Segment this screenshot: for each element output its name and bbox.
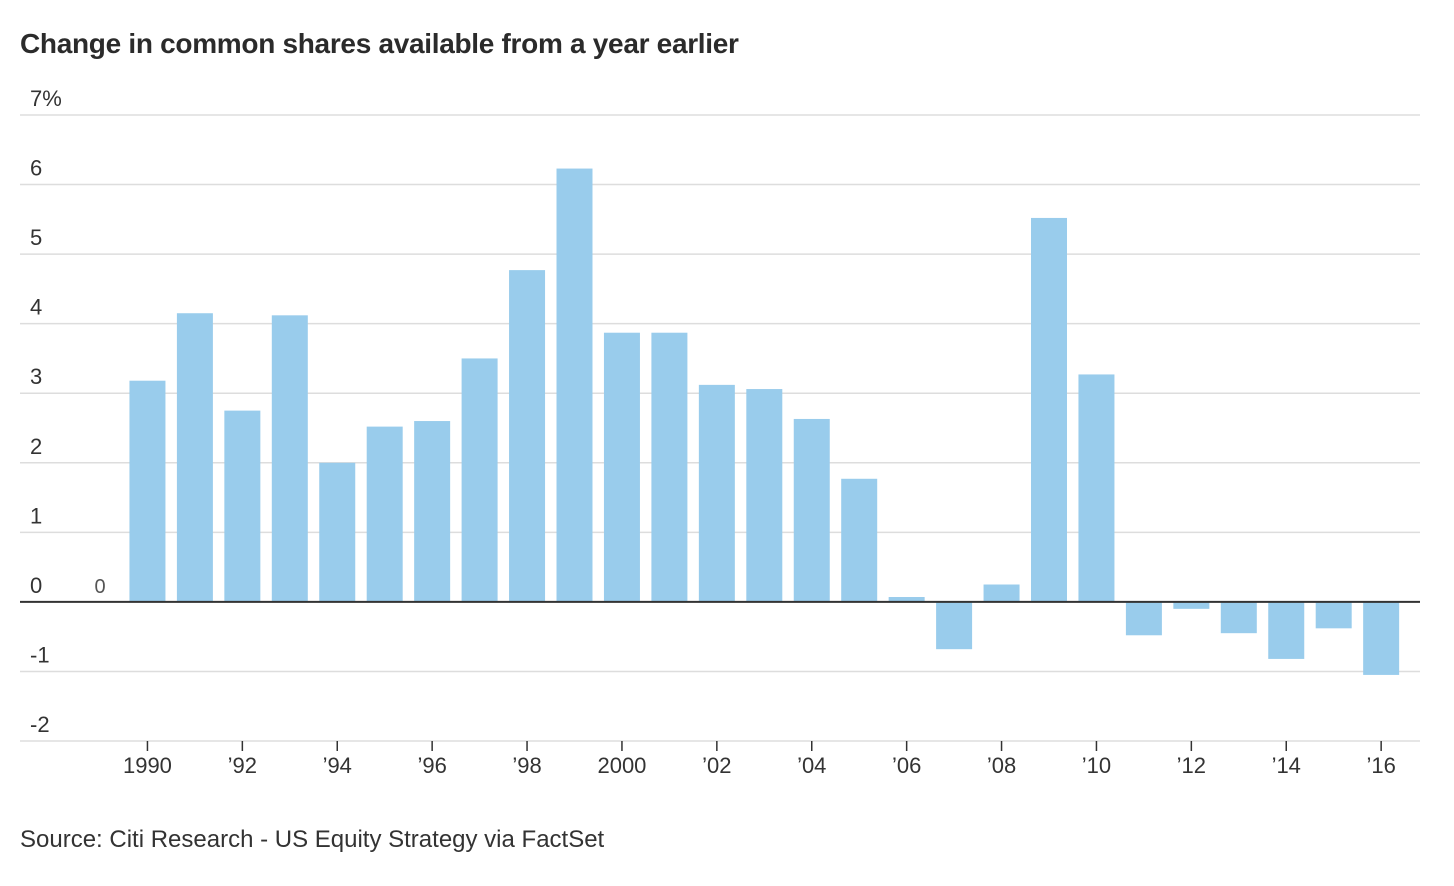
x-tick-label: ’06: [892, 753, 921, 778]
x-tick-label: ’92: [228, 753, 257, 778]
y-tick-label: -1: [30, 642, 50, 667]
y-tick-label: 4: [30, 295, 42, 320]
bar-1991: [176, 313, 213, 602]
bar-2006: [888, 597, 925, 602]
bar-2007: [936, 601, 973, 650]
x-tick-label: ’96: [417, 753, 446, 778]
bar-2002: [698, 384, 735, 602]
bar-2005: [841, 478, 878, 602]
bar-2009: [1031, 217, 1067, 602]
y-tick-label: 6: [30, 156, 42, 181]
bar-1990: [129, 380, 166, 602]
chart-title: Change in common shares available from a…: [20, 28, 739, 59]
y-tick-label: 1: [30, 503, 42, 528]
bar-2010: [1078, 374, 1115, 602]
y-axis-labels: 7% 6 5 4 3 2 1 0 -1 -2: [30, 86, 62, 737]
x-tick-label: 2000: [597, 753, 646, 778]
annotations: 0: [94, 576, 105, 598]
bar-2001: [651, 332, 688, 602]
x-tick-label: 1990: [123, 753, 172, 778]
bar-2000: [603, 332, 640, 602]
y-tick-label: 7%: [30, 86, 62, 111]
bar-2008: [983, 584, 1020, 602]
bar-1998: [509, 270, 546, 602]
x-tick-label: ’98: [512, 753, 541, 778]
x-tick-label: ’08: [987, 753, 1016, 778]
bar-2013: [1220, 601, 1257, 634]
y-tick-label: 2: [30, 434, 42, 459]
source-note: Source: Citi Research - US Equity Strate…: [20, 826, 605, 853]
y-tick-label: 0: [30, 573, 42, 598]
x-tick-label: ’12: [1177, 753, 1206, 778]
bar-1996: [414, 421, 451, 602]
bar-2011: [1125, 601, 1162, 636]
y-tick-label: -2: [30, 712, 50, 737]
bar-chart: 7% 6 5 4 3 2 1 0 -1 -2 1990 ’92 ’94 ’96 ’98 2000 ’02 ’04…: [20, 86, 1420, 778]
x-tick-label: ’94: [323, 753, 352, 778]
bar-2012: [1173, 601, 1210, 609]
x-tick-label: ’10: [1082, 753, 1111, 778]
bar-2014: [1268, 601, 1305, 659]
bar-1999: [556, 168, 593, 602]
bar-1993: [271, 315, 308, 602]
bar-2004: [793, 418, 830, 602]
x-axis-labels: 1990 ’92 ’94 ’96 ’98 2000 ’02 ’04 ’06 ’08 ’10 ’12 ’1…: [123, 741, 1396, 778]
bar-1994: [319, 462, 356, 602]
zero-value-label: 0: [94, 576, 105, 598]
bar-1995: [366, 426, 403, 602]
bars: [129, 168, 1400, 675]
bar-1992: [224, 410, 261, 602]
bar-1997: [461, 358, 498, 602]
x-tick-label: ’16: [1366, 753, 1395, 778]
bar-2003: [746, 389, 783, 602]
x-tick-label: ’04: [797, 753, 826, 778]
bar-2016: [1363, 601, 1400, 675]
y-tick-label: 5: [30, 225, 42, 250]
y-tick-label: 3: [30, 364, 42, 389]
bar-2015: [1315, 601, 1352, 629]
x-tick-label: ’14: [1272, 753, 1301, 778]
x-tick-label: ’02: [702, 753, 731, 778]
